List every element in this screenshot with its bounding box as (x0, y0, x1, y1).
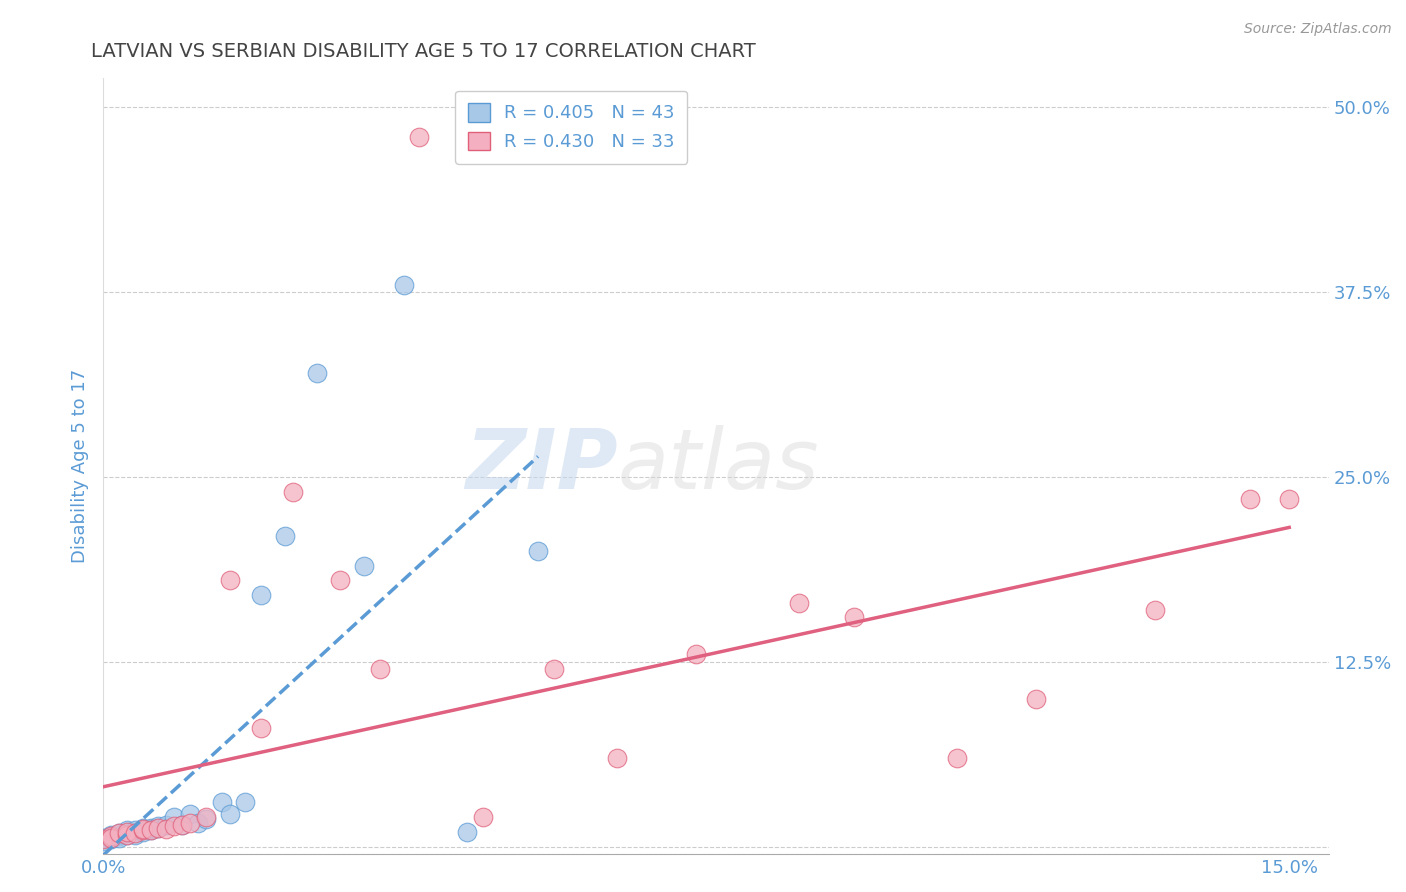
Point (392, 277, 415, 292)
Point (1239, 492, 1261, 507)
Point (329, 574, 352, 588)
Text: LATVIAN VS SERBIAN DISABILITY AGE 5 TO 17 CORRELATION CHART: LATVIAN VS SERBIAN DISABILITY AGE 5 TO 1… (91, 42, 755, 61)
Point (172, 817, 194, 831)
Point (163, 810, 186, 824)
Point (305, 367, 328, 381)
Point (368, 662, 391, 676)
Point (194, 812, 217, 826)
Point (108, 830, 131, 845)
Point (115, 826, 138, 840)
Point (456, 825, 478, 839)
Point (148, 819, 170, 833)
Point (115, 825, 138, 839)
Point (844, 610, 866, 624)
Point (235, 796, 257, 810)
Point (108, 826, 131, 840)
Point (131, 825, 153, 839)
Point (148, 821, 170, 835)
Point (218, 574, 240, 588)
Point (124, 826, 146, 840)
Point (131, 822, 153, 836)
Point (1278, 492, 1301, 507)
Point (124, 826, 146, 840)
Point (163, 819, 186, 833)
Point (179, 807, 201, 822)
Point (1025, 691, 1047, 706)
Point (91, 832, 114, 847)
Point (353, 558, 375, 573)
Point (471, 810, 494, 824)
Legend: R = 0.405   N = 43, R = 0.430   N = 33: R = 0.405 N = 43, R = 0.430 N = 33 (456, 90, 688, 163)
Point (139, 822, 162, 836)
Point (100, 830, 122, 845)
Point (124, 823, 146, 838)
Point (115, 828, 138, 842)
Point (108, 830, 131, 844)
Point (139, 823, 162, 838)
Point (91, 834, 114, 848)
Point (148, 821, 170, 835)
Point (108, 826, 131, 840)
Point (211, 796, 233, 810)
Point (527, 544, 550, 558)
Point (100, 828, 122, 842)
Point (91, 830, 114, 845)
Text: ZIP: ZIP (465, 425, 617, 507)
Point (543, 662, 565, 676)
Point (787, 596, 810, 610)
Point (139, 823, 162, 838)
Point (408, 129, 430, 144)
Point (179, 816, 201, 830)
Point (131, 821, 153, 835)
Point (100, 830, 122, 844)
Point (250, 588, 273, 602)
Point (155, 822, 177, 836)
Text: atlas: atlas (617, 425, 820, 507)
Point (139, 821, 162, 835)
Point (187, 816, 209, 830)
Point (946, 751, 969, 765)
Point (115, 823, 138, 838)
Text: Source: ZipAtlas.com: Source: ZipAtlas.com (1244, 22, 1392, 37)
Point (250, 722, 273, 736)
Point (194, 810, 217, 824)
Point (91, 832, 114, 847)
Point (155, 817, 177, 831)
Point (108, 828, 131, 842)
Point (100, 830, 122, 844)
Y-axis label: Disability Age 5 to 17: Disability Age 5 to 17 (72, 368, 89, 563)
Point (100, 830, 122, 845)
Point (124, 825, 146, 839)
Point (685, 648, 707, 662)
Point (100, 832, 122, 847)
Point (274, 529, 297, 543)
Point (124, 828, 146, 842)
Point (606, 751, 628, 765)
Point (131, 822, 153, 836)
Point (1143, 603, 1166, 617)
Point (115, 825, 138, 839)
Point (218, 807, 240, 822)
Point (281, 484, 304, 499)
Point (131, 823, 153, 838)
Point (115, 828, 138, 842)
Point (172, 817, 194, 831)
